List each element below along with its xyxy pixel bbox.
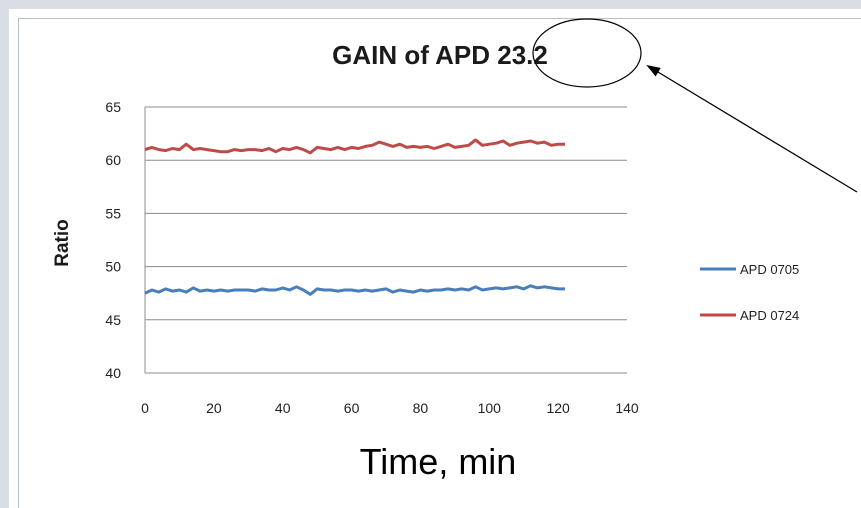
legend-label: APD 0724 — [740, 308, 799, 323]
x-tick-label: 140 — [615, 400, 639, 416]
highlight-circle-annotation — [532, 18, 642, 88]
x-tick-labels: 0 20 40 60 80 100 120 140 — [141, 400, 639, 416]
chart-title: GAIN of APD 23.2 — [332, 40, 548, 70]
x-axis-label: Time, min — [360, 441, 517, 482]
series-layer — [144, 138, 565, 296]
pointer-arrow-annotation — [646, 64, 858, 193]
x-tick-label: 0 — [141, 400, 149, 416]
y-tick-label: 55 — [105, 205, 121, 221]
series-line — [144, 138, 565, 155]
x-tick-label: 40 — [275, 400, 291, 416]
legend: APD 0705 APD 0724 — [700, 262, 799, 323]
y-tick-label: 45 — [105, 312, 121, 328]
slide-inner-border — [18, 18, 861, 508]
y-tick-label: 60 — [105, 152, 121, 168]
series-line — [144, 284, 565, 296]
y-axis-label: Ratio — [52, 219, 73, 267]
x-tick-label: 20 — [206, 400, 222, 416]
legend-label: APD 0705 — [740, 262, 799, 277]
x-tick-label: 100 — [478, 400, 502, 416]
y-tick-labels: 40 45 50 55 60 65 — [105, 99, 121, 381]
x-tick-label: 80 — [413, 400, 429, 416]
y-tick-label: 50 — [105, 259, 121, 275]
x-tick-label: 120 — [546, 400, 570, 416]
y-tick-label: 40 — [105, 365, 121, 381]
x-tick-label: 60 — [344, 400, 360, 416]
gridlines — [144, 106, 627, 374]
y-tick-label: 65 — [105, 99, 121, 115]
